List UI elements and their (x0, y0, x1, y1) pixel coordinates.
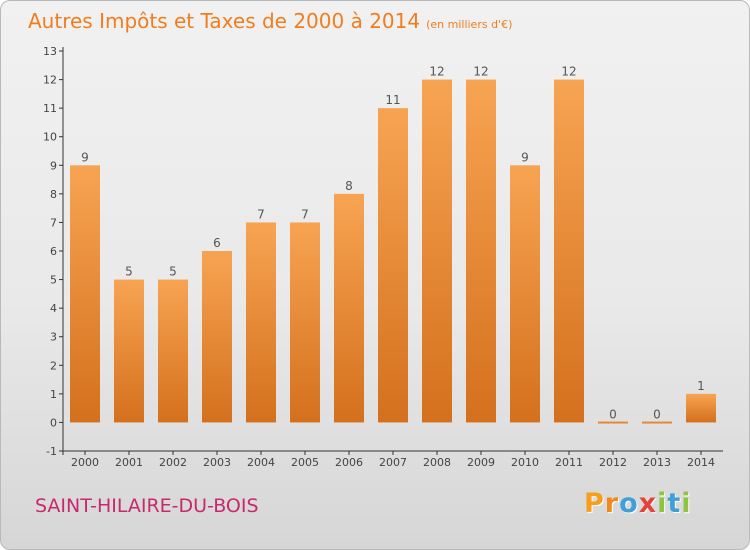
bar (246, 222, 276, 423)
chart-title: Autres Impôts et Taxes de 2000 à 2014 (en… (28, 9, 512, 33)
y-tick-label: 0 (50, 416, 57, 429)
logo-letter: o (619, 488, 639, 519)
data-label: 6 (213, 236, 221, 250)
y-tick-label: -1 (46, 445, 57, 458)
x-tick-label: 2011 (555, 456, 583, 469)
data-label: 8 (345, 179, 353, 193)
chart-title-unit: (en milliers d'€) (426, 18, 513, 31)
bar (642, 421, 672, 424)
bar (510, 165, 540, 423)
data-label: 1 (697, 379, 705, 393)
bar (158, 279, 188, 423)
bar (422, 79, 452, 423)
y-tick-label: 13 (43, 45, 57, 58)
logo-letter: P (584, 488, 605, 519)
logo-letter: i (657, 488, 668, 519)
data-label: 7 (257, 207, 265, 221)
y-tick-label: 6 (50, 245, 57, 258)
x-tick-label: 2014 (687, 456, 715, 469)
data-label: 12 (429, 65, 444, 79)
y-tick-label: 9 (50, 159, 57, 172)
x-tick-label: 2000 (71, 456, 99, 469)
chart-title-text: Autres Impôts et Taxes de 2000 à 2014 (28, 9, 421, 33)
logo-letter: x (638, 488, 658, 519)
y-tick-label: 7 (50, 216, 57, 229)
y-tick-label: 10 (43, 131, 57, 144)
y-tick-label: 12 (43, 74, 57, 87)
data-label: 7 (301, 207, 309, 221)
y-tick-label: 3 (50, 331, 57, 344)
x-tick-label: 2012 (599, 456, 627, 469)
data-label: 5 (169, 265, 177, 279)
x-tick-label: 2007 (379, 456, 407, 469)
x-tick-label: 2008 (423, 456, 451, 469)
x-tick-label: 2006 (335, 456, 363, 469)
bar (686, 393, 716, 423)
x-tick-label: 2002 (159, 456, 187, 469)
logo-letter: r (604, 488, 620, 519)
data-label: 9 (521, 150, 529, 164)
bar (202, 251, 232, 423)
y-tick-label: 4 (50, 302, 57, 315)
commune-name: SAINT-HILAIRE-DU-BOIS (35, 495, 259, 517)
x-tick-label: 2001 (115, 456, 143, 469)
y-tick-label: 2 (50, 359, 57, 372)
proxiti-logo: Proxiti (584, 488, 692, 519)
x-tick-label: 2013 (643, 456, 671, 469)
logo-letter: t (667, 488, 682, 519)
data-label: 0 (609, 407, 617, 421)
y-tick-label: 1 (50, 388, 57, 401)
bar (378, 108, 408, 423)
data-label: 12 (473, 65, 488, 79)
data-label: 5 (125, 265, 133, 279)
x-tick-label: 2004 (247, 456, 275, 469)
logo-letter: i (681, 488, 692, 519)
bar (334, 193, 364, 423)
data-label: 12 (561, 65, 576, 79)
bar (70, 165, 100, 423)
bar (290, 222, 320, 423)
y-tick-label: 11 (43, 102, 57, 115)
x-tick-label: 2005 (291, 456, 319, 469)
bar (598, 421, 628, 424)
data-label: 0 (653, 407, 661, 421)
bar (114, 279, 144, 423)
bar (554, 79, 584, 423)
y-tick-label: 8 (50, 188, 57, 201)
bar (466, 79, 496, 423)
y-tick-label: 5 (50, 274, 57, 287)
x-tick-label: 2010 (511, 456, 539, 469)
x-tick-label: 2009 (467, 456, 495, 469)
data-label: 9 (81, 150, 89, 164)
data-label: 11 (385, 93, 400, 107)
x-tick-label: 2003 (203, 456, 231, 469)
